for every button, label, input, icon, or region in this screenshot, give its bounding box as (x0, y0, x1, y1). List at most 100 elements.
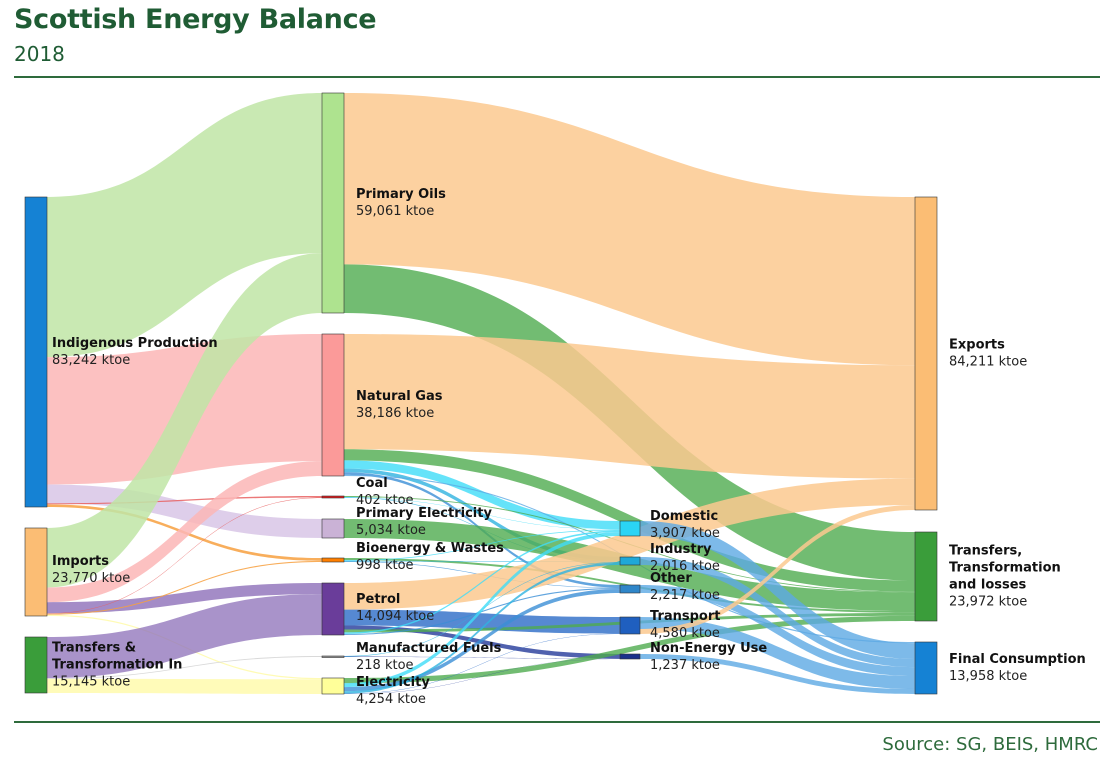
node-tti (24, 636, 48, 694)
node-gas (321, 333, 345, 477)
chart-subtitle: 2018 (14, 42, 65, 66)
value-tra: 4,580 ktoe (650, 626, 720, 641)
label-coal: Coal (356, 476, 388, 491)
label-ttl-line1: Transfers, (949, 544, 1022, 559)
value-fc: 13,958 ktoe (949, 669, 1027, 684)
flow-elec-to-ttl (344, 615, 915, 684)
label-tti-line2: Transformation In (52, 658, 182, 673)
flow-imp-to-gas (47, 461, 322, 603)
value-gas: 38,186 ktoe (356, 406, 434, 421)
label-mf: Manufactured Fuels (356, 641, 502, 656)
node-coal (321, 495, 345, 499)
flow-elec-to-dom (344, 532, 620, 688)
flow-bio-to-dom (344, 529, 620, 561)
node-tra (619, 616, 641, 635)
flow-tra-to-fc (640, 617, 915, 690)
label-tra: Transport (650, 609, 720, 624)
flow-mf-to-neu (344, 656, 620, 659)
label-dom: Domestic (650, 509, 718, 524)
label-pet: Petrol (356, 592, 400, 607)
flow-ind-to-oil (47, 93, 322, 358)
flow-elec-to-indu (344, 562, 620, 694)
label-ttl-line3: and losses (949, 578, 1027, 593)
value-oth: 2,217 ktoe (650, 588, 720, 603)
node-ind (24, 196, 48, 508)
source-note: Source: SG, BEIS, HMRC (882, 734, 1098, 755)
node-pel (321, 518, 345, 539)
value-ttl: 23,972 ktoe (949, 595, 1027, 610)
label-oth: Other (650, 571, 692, 586)
node-indu (619, 556, 641, 566)
node-ttl (914, 531, 938, 622)
flow-elec-to-neu (344, 658, 620, 694)
node-bio (321, 557, 345, 563)
value-tti: 15,145 ktoe (52, 675, 130, 690)
node-elec (321, 677, 345, 695)
value-elec: 4,254 ktoe (356, 692, 426, 707)
flow-tra-to-exp (640, 505, 915, 634)
footer-divider (14, 721, 1100, 723)
flow-elec-to-tra (344, 633, 620, 694)
flow-imp-to-pet (47, 583, 322, 614)
flow-imp-to-coal (47, 497, 322, 614)
flow-tti-to-mf (47, 656, 322, 679)
flow-gas-to-exp (344, 334, 915, 479)
flow-ind-to-coal (47, 496, 322, 505)
value-neu: 1,237 ktoe (650, 658, 720, 673)
flow-imp-to-bio (47, 560, 322, 615)
flow-indu-to-fc (640, 557, 915, 668)
value-pet: 14,094 ktoe (356, 609, 434, 624)
node-mf (321, 655, 345, 658)
node-oil (321, 92, 345, 314)
value-ind: 83,242 ktoe (52, 353, 130, 368)
node-pet (321, 582, 345, 636)
sankey-links (47, 93, 915, 694)
flow-gas-to-indu (344, 468, 620, 561)
value-dom: 3,907 ktoe (650, 526, 720, 541)
flow-coal-to-dom (344, 497, 620, 530)
value-oil: 59,061 ktoe (356, 204, 434, 219)
value-exp: 84,211 ktoe (949, 355, 1027, 370)
flow-neu-to-fc (640, 654, 915, 694)
label-imp: Imports (52, 554, 109, 569)
node-exp (914, 196, 938, 511)
sankey-nodes (24, 92, 938, 695)
label-gas: Natural Gas (356, 389, 443, 404)
flow-imp-to-oil (47, 253, 322, 588)
value-pel: 5,034 ktoe (356, 523, 426, 538)
flow-pet-to-exp (344, 478, 915, 610)
label-exp: Exports (949, 338, 1005, 353)
flow-ind-to-pel (47, 484, 322, 538)
label-elec: Electricity (356, 675, 430, 690)
value-bio: 998 ktoe (356, 558, 414, 573)
flow-tti-to-pet (47, 594, 322, 679)
flow-elec-to-oth (344, 589, 620, 692)
label-oil: Primary Oils (356, 187, 446, 202)
flow-oil-to-exp (344, 93, 915, 366)
node-neu (619, 653, 641, 660)
value-coal: 402 ktoe (356, 493, 414, 508)
node-imp (24, 527, 48, 617)
flow-gas-to-ttl (344, 449, 915, 592)
value-mf: 218 ktoe (356, 658, 414, 673)
label-ind: Indigenous Production (52, 336, 218, 351)
label-fc: Final Consumption (949, 652, 1086, 667)
header-divider (14, 76, 1100, 78)
label-indu: Industry (650, 542, 712, 557)
flow-oth-to-fc (640, 585, 915, 677)
label-bio: Bioenergy & Wastes (356, 541, 504, 556)
label-ttl-line2: Transformation (949, 561, 1061, 576)
value-imp: 23,770 ktoe (52, 571, 130, 586)
node-oth (619, 584, 641, 594)
node-dom (619, 520, 641, 537)
flow-dom-to-fc (640, 521, 915, 659)
sankey-labels: Indigenous Production 83,242 ktoe Imports 2… (52, 187, 1086, 707)
value-indu: 2,016 ktoe (650, 559, 720, 574)
chart-title: Scottish Energy Balance (14, 4, 377, 35)
label-neu: Non-Energy Use (650, 641, 767, 656)
label-tti-line1: Transfers & (52, 641, 136, 656)
node-fc (914, 641, 938, 695)
flow-pet-to-dom (344, 530, 620, 634)
flow-gas-to-dom (344, 460, 620, 530)
